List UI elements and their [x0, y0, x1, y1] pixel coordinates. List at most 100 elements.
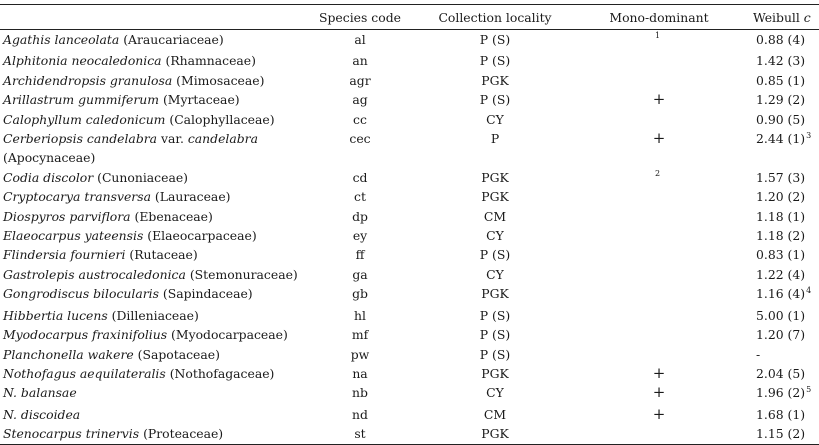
- mono-cell: +: [589, 129, 729, 168]
- table-row: Flindersia fournieri (Rutaceae) ff P (S)…: [0, 245, 819, 264]
- mono-cell: [589, 325, 729, 344]
- code-cell: al: [354, 32, 366, 47]
- weibull-cell: 1.20 (2): [729, 187, 819, 206]
- species-name: Nothofagus aequilateralis: [3, 365, 166, 381]
- mono-cell: [589, 51, 729, 70]
- species-cell: Planchonella wakere (Sapotaceae): [0, 345, 319, 364]
- weibull-cell: 1.15 (2): [729, 424, 819, 445]
- species-name: Diospyros parviflora: [3, 208, 131, 224]
- header-weibull: Weibull c: [729, 4, 819, 30]
- locality-cell: P: [490, 131, 500, 147]
- species-name: Hibbertia lucens: [3, 307, 108, 323]
- weibull-footnote: 5: [806, 385, 812, 395]
- mono-cell: [589, 306, 729, 325]
- species-family: (Araucariaceae): [119, 32, 224, 47]
- weibull-cell: 1.29 (2): [729, 90, 819, 109]
- species-cell: N. balansae: [0, 383, 319, 404]
- weibull-cell: 1.16 (4)4: [729, 284, 819, 305]
- locality-cell: P (S): [479, 327, 511, 343]
- species-cell: Hibbertia lucens (Dilleniaceae): [0, 306, 319, 325]
- species-name: Archidendropsis granulosa: [3, 72, 173, 88]
- species-name: N. balansae: [3, 385, 77, 401]
- weibull-value: 1.57 (3): [756, 169, 806, 185]
- weibull-cell: 5.00 (1): [729, 306, 819, 325]
- code-cell: cd: [352, 169, 368, 185]
- weibull-cell: 0.88 (4): [729, 30, 819, 52]
- species-name: Gongrodiscus bilocularis: [3, 286, 159, 302]
- weibull-value: 1.68 (1): [756, 406, 806, 422]
- table-row: Planchonella wakere (Sapotaceae) pw P (S…: [0, 345, 819, 364]
- mono-cell: [589, 345, 729, 364]
- table-row: Codia discolor (Cunoniaceae) cd PGK 2 1.…: [0, 168, 819, 187]
- species-family: (Rutaceae): [125, 247, 198, 263]
- species-cell: Gongrodiscus bilocularis (Sapindaceae): [0, 284, 319, 305]
- species-family: (Stemonuraceae): [185, 266, 298, 282]
- species-cell: Codia discolor (Cunoniaceae): [0, 168, 319, 187]
- header-collection-locality: Collection locality: [401, 4, 589, 30]
- header-mono-dominant: Mono-dominant: [589, 4, 729, 30]
- code-cell: nb: [352, 385, 368, 401]
- code-cell: mf: [351, 327, 369, 343]
- locality-cell: CY: [486, 385, 504, 401]
- weibull-value: 1.29 (2): [756, 92, 806, 108]
- species-family: (Sapindaceae): [158, 286, 253, 302]
- species-name: Agathis lanceolata: [3, 32, 120, 47]
- mono-cell: +: [589, 405, 729, 424]
- locality-cell: PGK: [401, 424, 589, 445]
- species-cell: Calophyllum caledonicum (Calophyllaceae): [0, 110, 319, 129]
- species-name: Myodocarpus fraxinifolius: [3, 327, 168, 343]
- species-family: (Cunoniaceae): [93, 169, 189, 185]
- header-weibull-var: c: [803, 9, 811, 25]
- species-name: N. discoidea: [3, 406, 81, 422]
- species-family: (Calophyllaceae): [165, 111, 275, 127]
- weibull-cell: 1.20 (7): [729, 325, 819, 344]
- species-family: (Ebenaceae): [130, 208, 213, 224]
- species-cell: N. discoidea: [0, 405, 319, 424]
- weibull-cell: 1.22 (4): [729, 265, 819, 284]
- table-row: Nothofagus aequilateralis (Nothofagaceae…: [0, 364, 819, 383]
- weibull-value: 1.16 (4): [756, 286, 806, 302]
- weibull-value: 1.42 (3): [756, 53, 806, 69]
- table-row: Arillastrum gummiferum (Myrtaceae) ag P …: [0, 90, 819, 109]
- weibull-value: 0.88 (4): [756, 32, 806, 47]
- weibull-cell: 1.96 (2)5: [729, 383, 819, 404]
- mono-cell: [589, 245, 729, 264]
- code-cell: ct: [354, 189, 366, 205]
- code-cell: gb: [352, 286, 368, 302]
- footnote-marker: 2: [655, 168, 661, 178]
- species-family: (Elaeocarpaceae): [143, 228, 257, 244]
- code-cell: agr: [349, 72, 371, 88]
- header-weibull-text: Weibull: [753, 9, 804, 25]
- species-cell: Diospyros parviflora (Ebenaceae): [0, 207, 319, 226]
- weibull-footnote: 3: [806, 131, 812, 141]
- weibull-value: 2.04 (5): [756, 365, 806, 381]
- locality-cell: CY: [486, 266, 504, 282]
- table-row: Gongrodiscus bilocularis (Sapindaceae) g…: [0, 284, 819, 305]
- code-cell: dp: [352, 208, 368, 224]
- species-cell: Arillastrum gummiferum (Myrtaceae): [0, 90, 319, 109]
- weibull-value: 1.20 (2): [756, 189, 806, 205]
- table-row: Calophyllum caledonicum (Calophyllaceae)…: [0, 110, 819, 129]
- table-header: Species code Collection locality Mono-do…: [0, 4, 819, 30]
- code-cell: cec: [349, 131, 371, 147]
- weibull-value: 1.15 (2): [756, 426, 806, 442]
- table-row: Alphitonia neocaledonica (Rhamnaceae) an…: [0, 51, 819, 70]
- code-cell: an: [352, 53, 368, 69]
- mono-mark: +: [652, 90, 666, 109]
- species-cell: Archidendropsis granulosa (Mimosaceae): [0, 71, 319, 90]
- species-family: (Myrtaceae): [159, 92, 240, 108]
- species-family: (Sapotaceae): [133, 346, 220, 362]
- weibull-cell: 1.18 (1): [729, 207, 819, 226]
- locality-cell: CY: [486, 111, 504, 127]
- locality-cell: PGK: [481, 286, 509, 302]
- weibull-value: 1.96 (2): [756, 385, 806, 401]
- weibull-footnote: 4: [806, 286, 812, 296]
- mono-mark: +: [652, 129, 666, 148]
- table-row: Diospyros parviflora (Ebenaceae) dp CM 1…: [0, 207, 819, 226]
- species-variety-label: var.: [157, 131, 188, 147]
- code-cell: cc: [353, 111, 367, 127]
- header-row: Species code Collection locality Mono-do…: [0, 4, 819, 30]
- species-cell: Gastrolepis austrocaledonica (Stemonurac…: [0, 265, 319, 284]
- weibull-value: 1.22 (4): [756, 266, 806, 282]
- mono-mark: +: [652, 363, 666, 382]
